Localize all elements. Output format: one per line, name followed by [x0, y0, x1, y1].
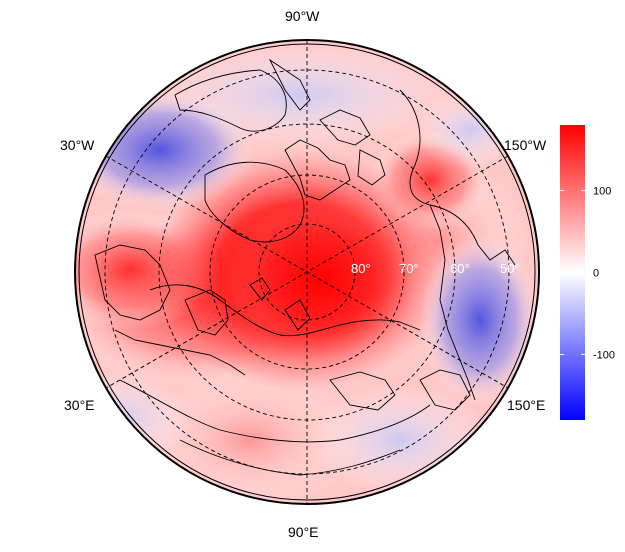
lon-label-upper-right: 150°W — [504, 137, 547, 153]
lat-label-70: 70° — [399, 261, 419, 276]
colorbar-ramp — [560, 125, 585, 420]
colorbar-tick-label: 0 — [593, 268, 599, 280]
colorbar-tick-label: 100 — [593, 186, 611, 198]
longitude-labels: 90°W 30°W 150°W 30°E 150°E 90°E — [60, 8, 547, 540]
scandinavia-coast — [184, 289, 229, 336]
north-america-coast — [174, 69, 287, 132]
meridian-150-30 — [105, 155, 509, 389]
canadian-archipelago-coast — [284, 139, 351, 201]
lon-label-upper-left: 30°W — [60, 137, 95, 153]
lon-label-lower-right: 150°E — [507, 397, 545, 413]
lon-label-lower-left: 30°E — [64, 397, 95, 413]
lat-label-60: 60° — [450, 261, 470, 276]
lon-label-bottom: 90°E — [288, 524, 319, 540]
colorbar-tick-label: -100 — [593, 349, 615, 361]
eurasia-coast — [149, 284, 421, 337]
colorbar-ticks: 100 0 -100 — [560, 186, 615, 361]
lat-label-80: 80° — [351, 261, 371, 276]
lon-label-top: 90°W — [285, 8, 320, 24]
anomaly-field — [75, 40, 539, 504]
colorbar: 100 0 -100 — [560, 125, 615, 420]
alaska-coast — [399, 89, 516, 266]
lat-label-50: 50° — [500, 261, 520, 276]
graticule — [104, 40, 510, 504]
map-border — [74, 39, 540, 505]
latitude-labels: 80° 70° 60° 50° — [351, 261, 520, 276]
